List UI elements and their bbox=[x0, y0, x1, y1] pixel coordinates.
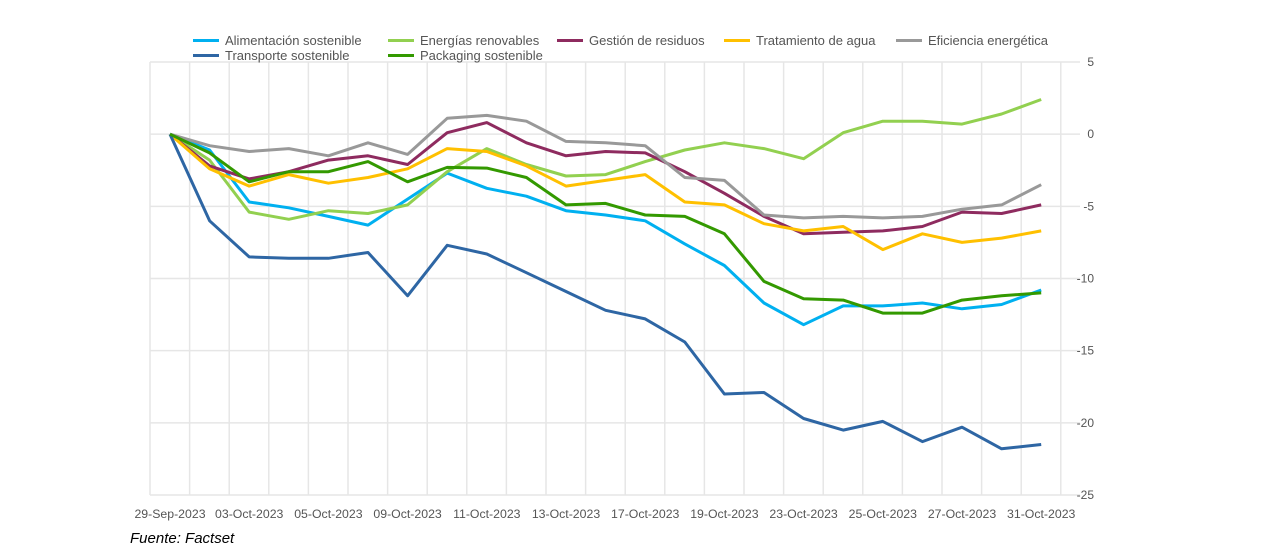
legend-swatch bbox=[896, 39, 922, 42]
x-tick-label: 25-Oct-2023 bbox=[849, 507, 918, 521]
legend-item[interactable]: Eficiencia energética bbox=[896, 33, 1048, 48]
legend-swatch bbox=[388, 54, 414, 57]
legend-item[interactable]: Transporte sostenible bbox=[193, 48, 350, 63]
series-line-packaging-sostenible bbox=[169, 132, 1042, 315]
series-line-alimentaci-n-sostenible bbox=[169, 132, 1042, 327]
y-tick-label: -20 bbox=[1077, 416, 1095, 430]
legend-item[interactable]: Alimentación sostenible bbox=[193, 33, 362, 48]
gridlines bbox=[149, 61, 1080, 496]
series-line-tratamiento-de-agua bbox=[169, 133, 1042, 252]
x-tick-label: 31-Oct-2023 bbox=[1007, 507, 1076, 521]
x-tick-label: 09-Oct-2023 bbox=[373, 507, 442, 521]
x-tick-label: 11-Oct-2023 bbox=[453, 507, 521, 521]
series-line-eficiencia-energ-tica bbox=[169, 113, 1042, 220]
legend-item[interactable]: Tratamiento de agua bbox=[724, 33, 875, 48]
series-line-energ-as-renovables bbox=[169, 98, 1042, 221]
legend-label: Eficiencia energética bbox=[928, 33, 1048, 48]
x-tick-label: 27-Oct-2023 bbox=[928, 507, 997, 521]
x-tick-label: 29-Sep-2023 bbox=[134, 507, 205, 521]
x-tick-label: 23-Oct-2023 bbox=[769, 507, 838, 521]
legend-label: Gestión de residuos bbox=[589, 33, 705, 48]
series-line-gesti-n-de-residuos bbox=[169, 121, 1042, 236]
y-tick-label: -25 bbox=[1077, 488, 1095, 502]
y-tick-label: 5 bbox=[1087, 55, 1094, 69]
y-tick-label: 0 bbox=[1087, 127, 1094, 141]
legend-swatch bbox=[193, 39, 219, 42]
legend-swatch bbox=[724, 39, 750, 42]
x-tick-label: 17-Oct-2023 bbox=[611, 507, 680, 521]
y-tick-label: -5 bbox=[1083, 199, 1094, 213]
legend-swatch bbox=[388, 39, 414, 42]
x-tick-label: 03-Oct-2023 bbox=[215, 507, 284, 521]
y-tick-label: -15 bbox=[1077, 344, 1095, 358]
y-axis-ticks: 5 0 -5 -10 -15 -20 -25 bbox=[1077, 55, 1095, 502]
source-note: Fuente: Factset bbox=[130, 530, 235, 547]
legend-label: Transporte sostenible bbox=[225, 48, 350, 63]
legend-item[interactable]: Packaging sostenible bbox=[388, 48, 543, 63]
legend-item[interactable]: Energías renovables bbox=[388, 33, 539, 48]
y-tick-label: -10 bbox=[1077, 272, 1095, 286]
x-tick-label: 19-Oct-2023 bbox=[690, 507, 759, 521]
legend-label: Packaging sostenible bbox=[420, 48, 543, 63]
legend-swatch bbox=[557, 39, 583, 42]
x-axis-ticks: 29-Sep-2023 03-Oct-2023 05-Oct-2023 09-Oct-… bbox=[134, 507, 1075, 521]
x-tick-label: 05-Oct-2023 bbox=[294, 507, 363, 521]
legend-label: Tratamiento de agua bbox=[756, 33, 876, 48]
x-tick-label: 13-Oct-2023 bbox=[532, 507, 601, 521]
legend-item[interactable]: Gestión de residuos bbox=[557, 33, 705, 48]
legend-swatch bbox=[193, 54, 219, 57]
legend-label: Energías renovables bbox=[420, 33, 540, 48]
series-lines bbox=[168, 98, 1042, 451]
series-line-transporte-sostenible bbox=[168, 133, 1042, 451]
legend-label: Alimentación sostenible bbox=[225, 33, 362, 48]
